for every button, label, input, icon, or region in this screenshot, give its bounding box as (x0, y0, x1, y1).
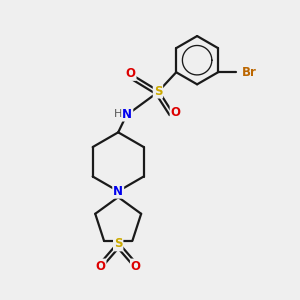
Text: O: O (131, 260, 141, 272)
Text: O: O (95, 260, 106, 272)
Text: N: N (122, 108, 132, 121)
Text: H: H (113, 109, 122, 119)
Text: S: S (154, 85, 162, 98)
Text: N: N (113, 185, 123, 198)
Text: Br: Br (242, 66, 257, 79)
Text: S: S (114, 237, 122, 250)
Text: O: O (126, 67, 136, 80)
Text: O: O (171, 106, 181, 119)
